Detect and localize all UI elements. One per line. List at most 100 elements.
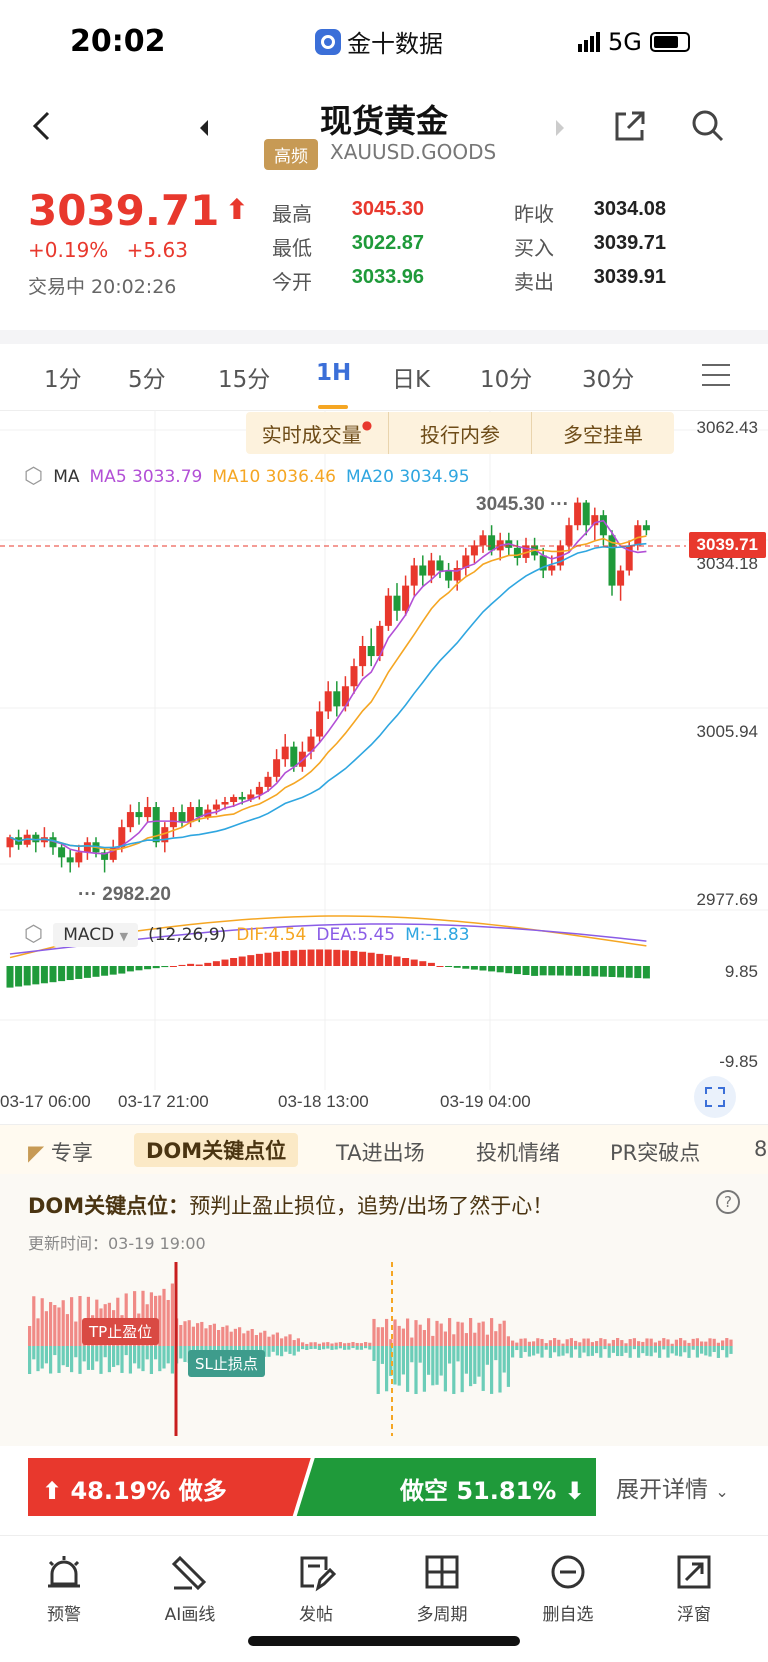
dom-bar-down [36,1346,40,1372]
dom-bar-up [28,1326,32,1346]
long-short-orders-button[interactable]: 多空挂单 [563,422,643,447]
candle-body [324,691,332,712]
dom-bar-down [338,1346,342,1349]
status-app: 金十数据 [315,24,443,59]
dom-bar-down [557,1346,561,1357]
dom-bar-down [162,1346,166,1369]
nav-remove-watchlist[interactable]: 删自选 [518,1552,618,1625]
dom-bar-up [334,1342,338,1346]
tab-period[interactable]: 1分 [44,367,82,393]
dom-bar-down [267,1346,271,1357]
candle-body [359,646,367,667]
tab-period[interactable]: 15分 [218,367,271,393]
macd-bar [144,966,152,970]
macd-bar [556,966,564,976]
expand-details-button[interactable]: 展开详情 ⌄ [616,1477,729,1503]
search-icon[interactable] [690,108,726,148]
candle-body [634,525,642,546]
tab-period[interactable]: 5分 [128,367,166,393]
bell-icon [48,1556,80,1588]
dom-bar-down [351,1346,355,1349]
tab-pr-breakout[interactable]: PR突破点 [610,1141,701,1165]
hexagon-settings-icon[interactable]: ⬡ [24,464,44,489]
section-divider [0,330,768,344]
dom-chart[interactable] [28,1262,740,1436]
fullscreen-icon[interactable] [694,1076,736,1118]
back-button[interactable] [30,110,54,146]
last-price-tag: 3039.71 [688,532,766,558]
tab-exclusive[interactable]: ◤ 专享 [28,1141,93,1165]
dom-bar-up [620,1340,624,1346]
candle-body [247,794,255,800]
dom-bar-up [578,1342,582,1346]
dom-bar-up [624,1343,628,1346]
tab-period[interactable]: 10分 [480,367,533,393]
dom-bar-down [364,1346,368,1349]
dom-bar-down [448,1346,452,1364]
chart-area[interactable] [0,410,768,1122]
macd-bar [419,961,427,966]
help-icon[interactable]: ? [716,1190,740,1214]
stat-label: 昨收 [514,202,554,226]
bank-insight-button[interactable]: 投行内参 [389,412,532,454]
menu-icon[interactable] [700,362,732,392]
realtime-volume-button[interactable]: 实时成交量 ● [246,412,389,454]
next-symbol-icon[interactable] [554,118,566,142]
dom-bar-up [414,1320,418,1346]
dom-bar-down [107,1346,111,1373]
dom-bar-up [611,1339,615,1346]
dom-bar-up [292,1340,296,1346]
dom-bar-up [296,1338,300,1346]
dom-bar-up [557,1339,561,1346]
tab-ta-entry[interactable]: TA进出场 [336,1141,425,1165]
macd-bar [32,966,40,985]
share-icon[interactable] [612,108,648,148]
dom-bar-up [166,1299,170,1346]
dom-bar-up [170,1283,174,1346]
macd-bar [118,966,126,974]
dom-bar-down [78,1346,82,1374]
dom-bar-down [74,1346,78,1358]
dom-bar-up [49,1302,53,1346]
dom-bar-down [595,1346,599,1354]
prev-symbol-icon[interactable] [198,118,210,142]
y-axis-label: 3005.94 [696,722,758,741]
dom-bar-up [536,1338,540,1346]
tab-dom-levels[interactable]: DOM关键点位 [134,1133,299,1167]
macd-bar [204,962,212,966]
nav-ai-draw[interactable]: AI画线 [140,1552,240,1625]
dif-value: DIF:4.54 [236,924,307,945]
dom-bar-down [536,1346,540,1354]
chart-tools: 实时成交量 ● 投行内参 多空挂单 [246,412,674,454]
tab-period[interactable]: 日K [392,367,431,393]
candle-body [393,595,401,611]
macd-bar [531,966,539,976]
nav-alert[interactable]: 预警 [14,1552,114,1625]
dom-bar-down [481,1346,485,1391]
dom-bar-up [74,1321,78,1346]
macd-params: (12,26,9) [148,924,227,945]
tab-more[interactable]: 8 [754,1137,768,1161]
grid-icon [425,1555,459,1589]
price-chart[interactable] [0,410,768,1122]
macd-bar [479,966,487,971]
tab-speculation[interactable]: 投机情绪 [476,1141,560,1165]
tab-period[interactable]: 30分 [582,367,635,393]
dom-bar-down [628,1346,632,1358]
dom-bar-up [439,1323,443,1346]
nav-multi-period[interactable]: 多周期 [392,1552,492,1625]
dom-bar-up [679,1338,683,1346]
ma-legend: ⬡ MA MA5 3033.79 MA10 3036.46 MA20 3034.… [24,464,470,489]
dom-bar-down [44,1346,48,1364]
dom-bar-up [284,1336,288,1346]
candle-body [410,565,418,586]
dom-bar-up [393,1319,397,1346]
dom-bar-up [599,1338,603,1346]
hexagon-settings-icon[interactable]: ⬡ [24,922,44,947]
dom-bar-down [725,1346,729,1358]
tab-period[interactable]: 1H [316,360,352,386]
nav-float-window[interactable]: 浮窗 [644,1552,744,1625]
macd-selector[interactable]: MACD ▼ [53,922,139,947]
dom-bar-up [359,1343,363,1346]
nav-post[interactable]: 发帖 [266,1552,366,1625]
